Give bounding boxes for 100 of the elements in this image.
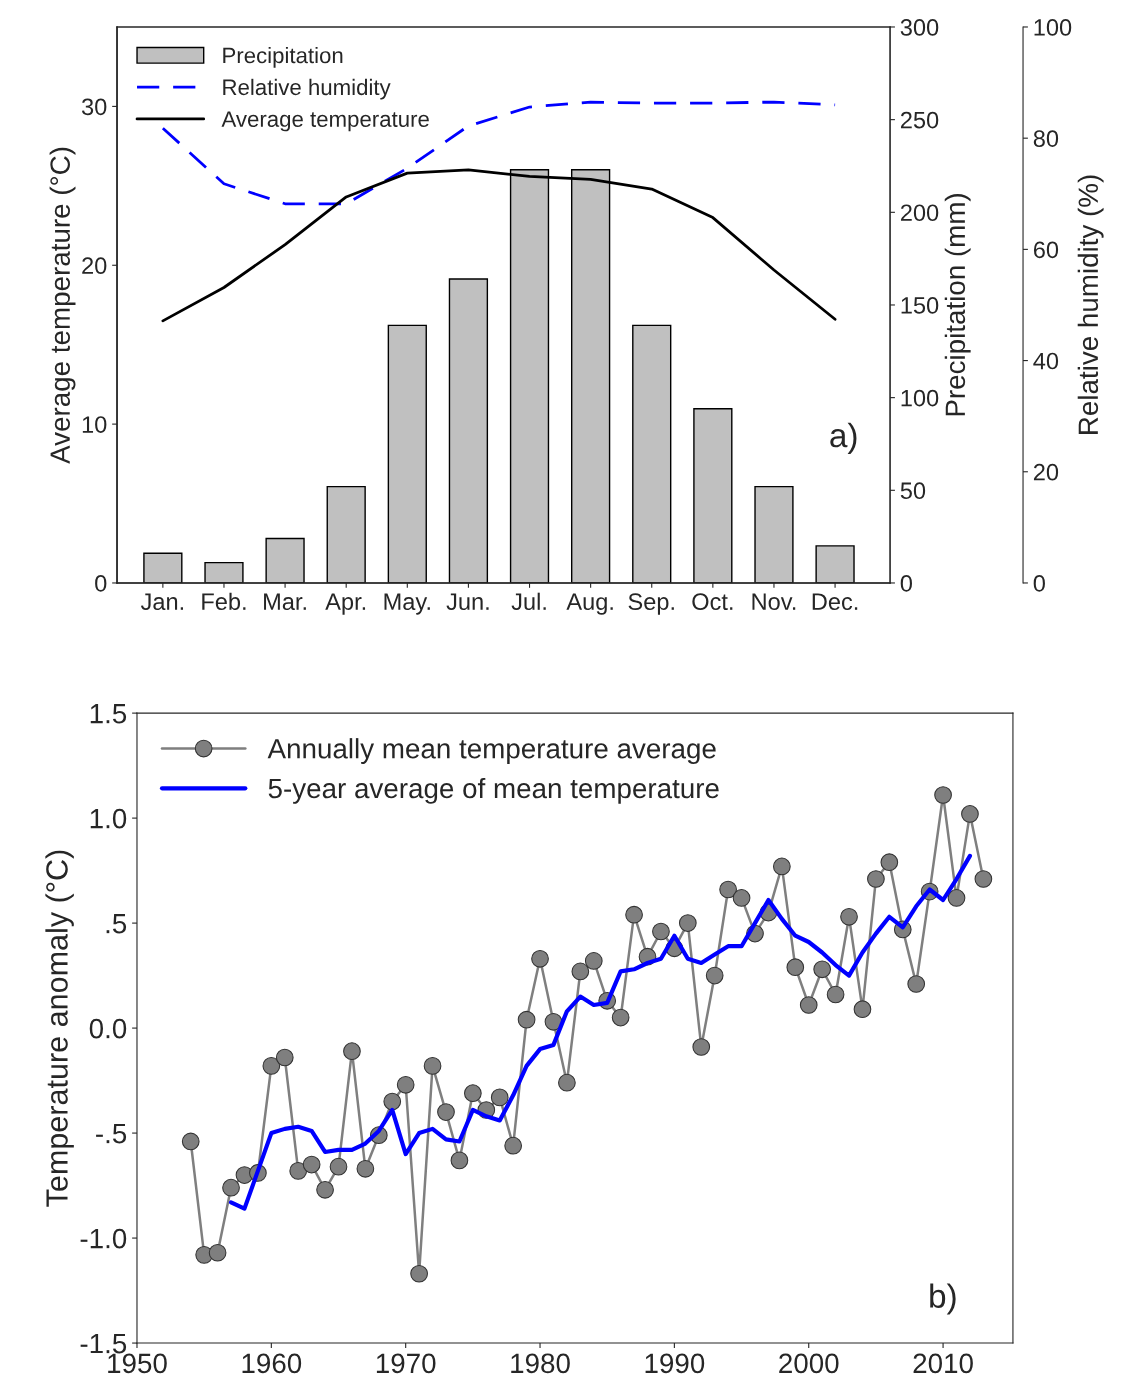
- point: [786, 958, 805, 977]
- y-axis-title: Temperature anomaly (°C): [45, 850, 74, 1207]
- point: [275, 1048, 294, 1067]
- y3-tick-label: 60: [1033, 241, 1059, 259]
- bar: [204, 561, 244, 583]
- y2-tick-label: 150: [901, 297, 939, 314]
- annotation: b): [930, 1283, 956, 1315]
- y-tick-label: -1.5: [80, 1334, 127, 1354]
- x-tick-label: 1970: [376, 1353, 436, 1374]
- point: [531, 949, 549, 968]
- x-tick-label: 1950: [108, 1353, 167, 1374]
- point: [719, 880, 737, 899]
- y2-tick-label: 50: [900, 482, 926, 500]
- x-tick-label: Sep.: [628, 593, 674, 615]
- point: [410, 1264, 428, 1283]
- point: [584, 952, 603, 970]
- y3-tick-label: 80: [1033, 130, 1059, 147]
- legend-label: Average temperature: [221, 111, 429, 132]
- point: [222, 1178, 240, 1197]
- y3-tick-label: 100: [1034, 19, 1072, 36]
- x-tick-label: 1960: [242, 1353, 302, 1374]
- y-tick-label: -.5: [96, 1124, 127, 1144]
- point: [947, 889, 966, 907]
- point: [974, 870, 993, 888]
- y-tick-label: -1.0: [80, 1228, 127, 1249]
- point: [853, 1000, 872, 1019]
- point: [450, 1151, 469, 1170]
- y2-tick-label: 300: [900, 19, 939, 36]
- x-tick-label: Jun.: [446, 593, 489, 611]
- point: [705, 966, 724, 985]
- y-tick-label: 10: [82, 416, 107, 433]
- legend-label: Annually mean temperature average: [267, 738, 716, 765]
- bar: [326, 485, 366, 583]
- point: [678, 914, 697, 932]
- point: [773, 857, 791, 876]
- line-series: [161, 100, 837, 206]
- bar: [448, 278, 489, 583]
- legend-label: Relative humidity: [223, 78, 391, 100]
- point: [262, 1057, 281, 1075]
- x-tick-label: 2000: [779, 1353, 839, 1374]
- point: [356, 1159, 375, 1178]
- y2-tick-label: 200: [900, 204, 939, 222]
- point: [961, 805, 979, 823]
- point: [880, 853, 899, 872]
- y3-tick-label: 20: [1033, 463, 1059, 481]
- point: [571, 962, 590, 981]
- point: [490, 1088, 509, 1107]
- y-tick-label: 30: [81, 98, 107, 116]
- point: [464, 1084, 482, 1103]
- x-tick-label: Feb.: [202, 592, 246, 611]
- point: [625, 905, 643, 924]
- bar: [143, 552, 183, 583]
- point: [907, 975, 926, 993]
- y-tick-label: 0: [95, 575, 107, 592]
- point: [611, 1008, 630, 1027]
- y-tick-label: 20: [82, 257, 107, 275]
- point: [437, 1103, 455, 1121]
- x-tick-label: Aug.: [566, 593, 613, 615]
- point: [813, 960, 832, 979]
- x-tick-label: 1980: [511, 1353, 570, 1374]
- line-series: [228, 853, 973, 1211]
- x-tick-label: Dec.: [812, 593, 858, 611]
- y-tick-label: .5: [106, 914, 127, 934]
- annotation: a): [830, 422, 857, 454]
- x-tick-label: Jan.: [140, 593, 184, 611]
- point: [652, 922, 670, 941]
- point: [732, 889, 751, 907]
- y2-tick-label: 0: [900, 575, 912, 592]
- point: [343, 1042, 361, 1061]
- y-axis-title: Average temperature (°C): [49, 147, 76, 464]
- x-tick-label: 1990: [645, 1353, 705, 1374]
- point: [396, 1075, 415, 1094]
- y2-tick-label: 100: [901, 389, 939, 407]
- point: [544, 1012, 563, 1031]
- point: [329, 1157, 348, 1176]
- point: [383, 1092, 402, 1111]
- bar: [632, 324, 672, 583]
- x-tick-label: Jul.: [511, 592, 546, 611]
- x-tick-label: May.: [384, 593, 430, 615]
- point: [826, 985, 845, 1004]
- y-tick-label: 1.0: [90, 808, 127, 829]
- x-tick-label: Oct.: [692, 593, 733, 611]
- y2-axis-title: Precipitation (mm): [944, 194, 971, 416]
- x-tick-label: Apr.: [325, 593, 366, 615]
- point: [799, 996, 818, 1014]
- point: [208, 1243, 227, 1262]
- point: [504, 1136, 523, 1155]
- y3-tick-label: 0: [1033, 575, 1045, 592]
- point: [289, 1162, 308, 1180]
- point: [558, 1073, 576, 1092]
- y-tick-label: 0.0: [89, 1018, 127, 1039]
- bar: [815, 545, 855, 583]
- point: [840, 907, 858, 926]
- point: [934, 786, 952, 804]
- point: [517, 1010, 536, 1029]
- y3-axis-title: Relative humidity (%): [1077, 175, 1104, 434]
- bar: [265, 537, 305, 583]
- x-tick-label: Mar.: [264, 593, 306, 611]
- point: [867, 870, 885, 888]
- y2-tick-label: 250: [900, 111, 939, 129]
